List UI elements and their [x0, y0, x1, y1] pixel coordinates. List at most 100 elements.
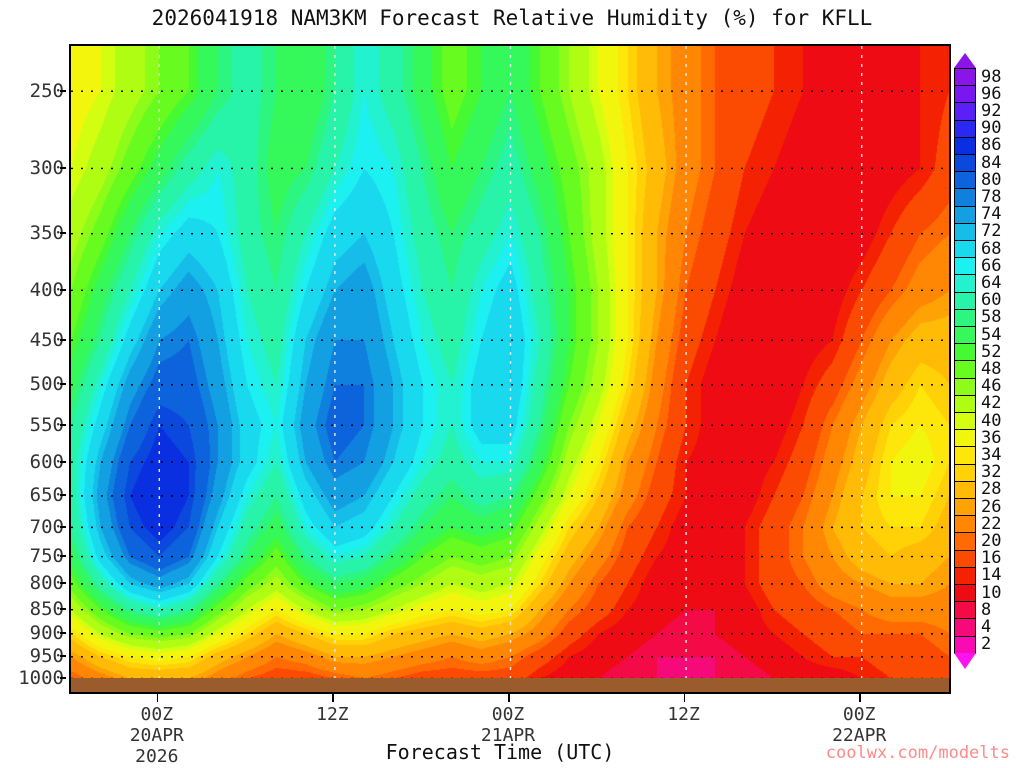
y-axis-tick: [60, 655, 66, 658]
colorbar-swatch: [954, 584, 976, 603]
colorbar-label: 10: [981, 582, 1002, 603]
colorbar-label: 42: [981, 393, 1002, 414]
colorbar-label: 4: [981, 617, 992, 637]
colorbar-label: 22: [981, 513, 1002, 534]
y-axis-label: 600: [29, 450, 64, 473]
colorbar-swatch: [954, 601, 976, 620]
x-axis-tick-label: 12Z: [316, 704, 349, 725]
y-axis-label: 550: [29, 413, 64, 436]
colorbar-swatch: [954, 549, 976, 568]
colorbar-swatch: [954, 274, 976, 293]
colorbar-swatch: [954, 326, 976, 345]
colorbar-label: 58: [981, 307, 1002, 328]
x-tick-time: 00Z: [842, 704, 876, 725]
y-axis-label: 700: [29, 515, 64, 538]
x-axis: 00Z 20APR 2026 12Z 00Z 21APR 12Z 00Z 22APR: [69, 694, 951, 768]
colorbar-swatch: [954, 154, 976, 173]
y-axis-tick: [60, 288, 66, 291]
colorbar-label: 28: [981, 479, 1002, 500]
x-tick-date: 22APR: [832, 725, 887, 746]
y-axis-tick: [60, 494, 66, 497]
x-axis-tick: [859, 694, 861, 702]
colorbar-swatch: [954, 102, 976, 121]
colorbar-swatch: [954, 566, 976, 585]
y-axis-tick: [60, 166, 66, 169]
colorbar-label: 60: [981, 290, 1002, 311]
colorbar-label: 80: [981, 169, 1002, 190]
colorbar-label: 90: [981, 118, 1002, 139]
colorbar-label: 72: [981, 221, 1002, 242]
x-axis-tick: [156, 694, 159, 702]
y-axis-label: 500: [29, 373, 64, 396]
x-axis-tick-label: 00Z 21APR: [481, 704, 535, 746]
colorbar-legend: 98 96 92 90 86 84 80 78 74 72 68 66 64 60 58 54 52 48 46 42…: [954, 52, 1024, 692]
colorbar-swatch: [954, 119, 976, 138]
colorbar-swatch: [954, 85, 976, 104]
colorbar-swatch: [954, 446, 976, 465]
colorbar-label: 84: [981, 152, 1002, 173]
colorbar-label: 32: [981, 462, 1002, 483]
y-axis-tick: [60, 608, 66, 611]
y-axis-tick: [60, 677, 66, 679]
colorbar-label: 34: [981, 445, 1002, 465]
colorbar-label: 46: [981, 376, 1002, 397]
x-axis-tick: [332, 694, 334, 702]
colorbar-swatch: [954, 498, 976, 517]
colorbar-swatch: [954, 171, 976, 190]
colorbar-swatch: [954, 136, 976, 155]
x-tick-date: 20APR: [129, 725, 184, 746]
colorbar-label: 16: [981, 548, 1002, 569]
y-axis-tick: [60, 232, 66, 235]
y-axis-tick: [60, 383, 66, 386]
colorbar-swatch: [954, 205, 976, 224]
x-tick-time: 00Z: [491, 704, 525, 725]
x-axis-tick-label: 12Z: [667, 704, 700, 725]
colorbar-label: 40: [981, 410, 1002, 431]
colorbar-swatch: [954, 308, 976, 327]
y-axis-label: 450: [29, 328, 64, 351]
y-axis-tick: [60, 555, 66, 558]
colorbar-swatch: [954, 188, 976, 207]
colorbar-label: 66: [981, 255, 1002, 276]
colorbar-label: 68: [981, 238, 1002, 259]
x-axis-tick-label: 00Z 22APR: [832, 704, 886, 746]
x-tick-time: 12Z: [667, 704, 700, 725]
colorbar-label: 64: [981, 273, 1002, 293]
y-axis-label: 350: [29, 222, 64, 245]
colorbar-label: 20: [981, 531, 1002, 551]
colorbar-bottom-arrow: [954, 652, 976, 669]
colorbar-label: 2: [981, 634, 992, 655]
y-axis-label: 800: [29, 572, 64, 595]
y-axis-tick: [60, 423, 66, 426]
y-axis-label: 850: [29, 598, 64, 621]
y-axis-label: 300: [29, 156, 64, 179]
y-axis-tick: [60, 632, 66, 635]
colorbar-label: 26: [981, 496, 1002, 517]
colorbar-swatch: [954, 222, 976, 241]
y-axis-tick: [60, 460, 66, 463]
colorbar-swatch: [954, 377, 976, 396]
y-axis-label: 400: [29, 278, 64, 301]
colorbar-swatch: [954, 360, 976, 379]
x-axis-tick: [508, 694, 510, 702]
relative-humidity-contour-field: [71, 46, 949, 680]
colorbar-swatch: [954, 257, 976, 276]
y-axis-tick: [60, 582, 66, 585]
y-axis-label: 900: [29, 622, 64, 645]
y-axis-label: 950: [29, 645, 64, 668]
colorbar-swatch: [954, 515, 976, 534]
colorbar-label: 52: [981, 341, 1002, 362]
x-tick-year: 2026: [135, 746, 179, 767]
colorbar-label: 8: [981, 599, 992, 620]
colorbar-label: 14: [981, 565, 1002, 586]
colorbar-label: 92: [981, 101, 1002, 121]
colorbar-label: 96: [981, 83, 1002, 104]
colorbar-swatch: [954, 532, 976, 551]
y-axis-label: 650: [29, 484, 64, 507]
page-title: 2026041918 NAM3KM Forecast Relative Humi…: [151, 6, 873, 30]
y-axis-label: 250: [29, 79, 64, 102]
colorbar-swatch: [954, 291, 976, 310]
plot-area: [69, 44, 951, 694]
colorbar-swatch: [954, 480, 976, 499]
colorbar-swatch: [954, 343, 976, 362]
